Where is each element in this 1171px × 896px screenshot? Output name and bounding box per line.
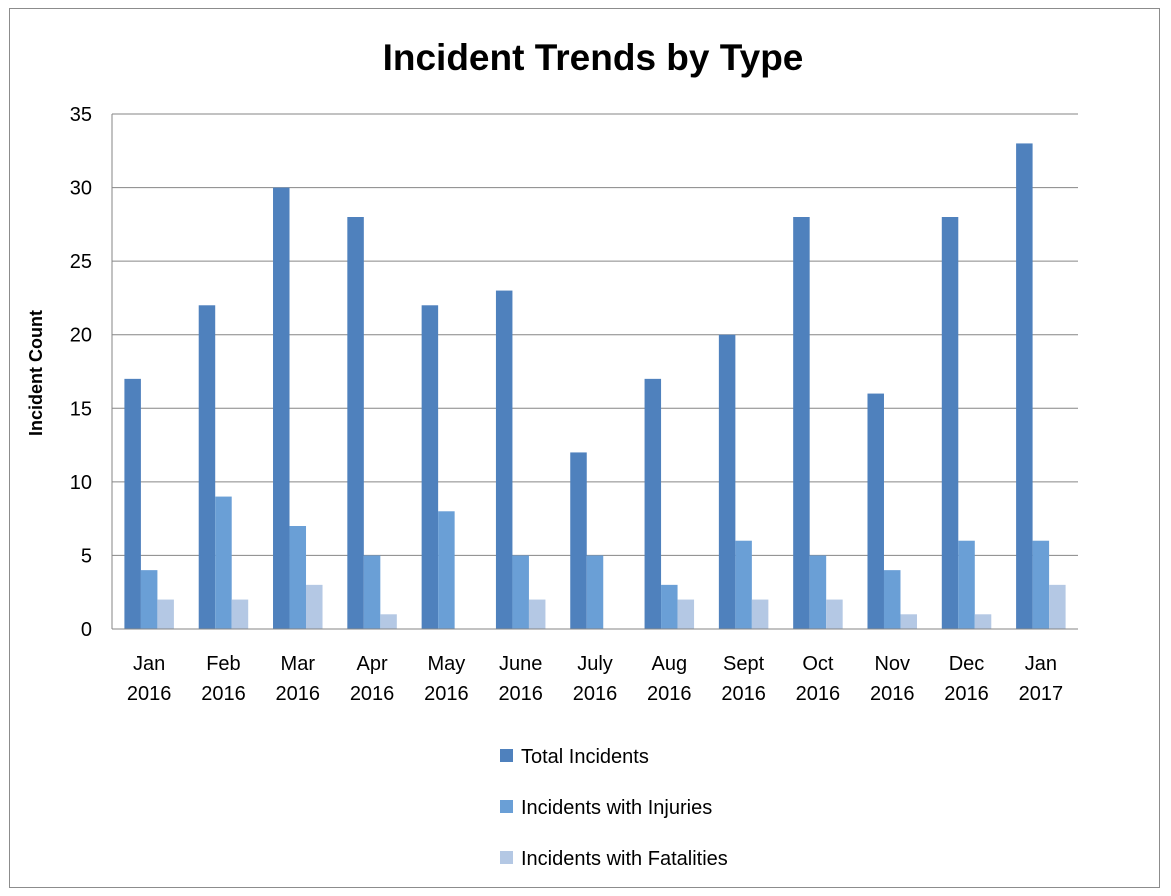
x-tick-label: 2016 xyxy=(127,683,172,705)
x-tick-label: Aug xyxy=(652,653,688,675)
bar-total-incidents xyxy=(793,217,810,629)
y-tick-label: 15 xyxy=(70,398,92,420)
y-axis-label: Incident Count xyxy=(26,310,46,436)
bar-total-incidents xyxy=(718,334,736,629)
x-tick-label: 2016 xyxy=(498,683,543,705)
bar-incidents-with-injuries xyxy=(438,511,455,629)
bar-incidents-with-injuries xyxy=(215,496,232,629)
bar-total-incidents xyxy=(644,378,662,629)
bar-incidents-with-fatalities xyxy=(231,599,249,629)
x-tick-label: Feb xyxy=(206,653,240,675)
x-tick-label: Nov xyxy=(874,653,910,675)
legend-label: Incidents with Injuries xyxy=(521,797,712,819)
x-tick-label: 2016 xyxy=(944,683,989,705)
bar-total-incidents xyxy=(867,393,884,629)
bar-total-incidents xyxy=(198,305,216,629)
y-tick-label: 20 xyxy=(70,325,92,347)
bar-incidents-with-injuries xyxy=(140,570,158,629)
bar-total-incidents xyxy=(273,187,290,630)
legend-label: Incidents with Fatalities xyxy=(521,848,728,870)
legend-swatch xyxy=(500,851,513,864)
bar-incidents-with-injuries xyxy=(363,555,381,629)
bar-incidents-with-fatalities xyxy=(900,614,917,629)
x-tick-label: 2016 xyxy=(796,683,841,705)
axes xyxy=(111,114,1078,630)
x-tick-label: 2016 xyxy=(647,683,692,705)
legend: Total Incidents Incidents with Injuries In… xyxy=(500,746,728,870)
y-tick-label: 35 xyxy=(70,104,92,126)
y-tick-label: 10 xyxy=(70,472,92,494)
bar-incidents-with-fatalities xyxy=(157,599,174,629)
x-tick-label: Apr xyxy=(357,653,388,675)
x-tick-label: June xyxy=(499,653,542,675)
x-tick-label: 2016 xyxy=(721,683,766,705)
gridlines xyxy=(112,113,1078,556)
bar-total-incidents xyxy=(1016,143,1033,629)
x-axis-ticks: Jan 2016 Feb 2016 Mar 2016 Apr 2016 May 2016 June 2… xyxy=(127,653,1063,705)
bar-total-incidents xyxy=(347,217,364,629)
x-tick-label: Jan xyxy=(1025,653,1057,675)
bar-incidents-with-fatalities xyxy=(751,599,769,629)
legend-swatch xyxy=(500,749,513,762)
bar-incidents-with-injuries xyxy=(1032,540,1050,629)
x-tick-label: 2016 xyxy=(424,683,469,705)
bar-incidents-with-fatalities xyxy=(677,599,695,629)
bar-incidents-with-injuries xyxy=(512,555,529,629)
bar-total-incidents xyxy=(495,290,513,629)
bar-total-incidents xyxy=(570,452,587,629)
chart-title: Incident Trends by Type xyxy=(383,37,804,78)
bar-incidents-with-injuries xyxy=(661,584,678,629)
x-tick-label: Jan xyxy=(133,653,165,675)
x-tick-label: 2016 xyxy=(276,683,321,705)
x-tick-label: 2016 xyxy=(201,683,246,705)
y-tick-label: 25 xyxy=(70,251,92,273)
x-tick-label: May xyxy=(427,653,465,675)
y-tick-label: 5 xyxy=(81,545,92,567)
x-tick-label: Oct xyxy=(802,653,834,675)
x-tick-label: Dec xyxy=(949,653,985,675)
bar-total-incidents xyxy=(941,217,959,629)
bar-total-incidents xyxy=(421,305,439,629)
y-axis-ticks: 0 5 10 15 20 25 30 35 xyxy=(70,104,92,641)
legend-swatch xyxy=(500,800,513,813)
bar-incidents-with-fatalities xyxy=(306,584,323,629)
y-tick-label: 30 xyxy=(70,178,92,200)
bar-incidents-with-fatalities xyxy=(1049,584,1066,629)
x-tick-label: 2016 xyxy=(870,683,915,705)
x-tick-label: 2016 xyxy=(573,683,618,705)
x-tick-label: Mar xyxy=(281,653,316,675)
bar-incidents-with-fatalities xyxy=(826,599,843,629)
x-tick-label: July xyxy=(577,653,613,675)
bar-incidents-with-injuries xyxy=(735,540,752,629)
bar-incidents-with-fatalities xyxy=(528,599,546,629)
bar-incidents-with-injuries xyxy=(289,526,307,629)
bar-incidents-with-injuries xyxy=(958,540,975,629)
bar-incidents-with-injuries xyxy=(586,555,604,629)
bar-incidents-with-fatalities xyxy=(974,614,992,629)
x-tick-label: Sept xyxy=(723,653,765,675)
x-tick-label: 2016 xyxy=(350,683,395,705)
bar-total-incidents xyxy=(124,378,141,629)
bar-incidents-with-injuries xyxy=(883,570,901,629)
y-tick-label: 0 xyxy=(81,619,92,641)
legend-label: Total Incidents xyxy=(521,746,649,768)
bars xyxy=(124,143,1066,630)
bar-incidents-with-fatalities xyxy=(380,614,397,629)
x-tick-label: 2017 xyxy=(1019,683,1064,705)
bar-incidents-with-injuries xyxy=(809,555,827,629)
